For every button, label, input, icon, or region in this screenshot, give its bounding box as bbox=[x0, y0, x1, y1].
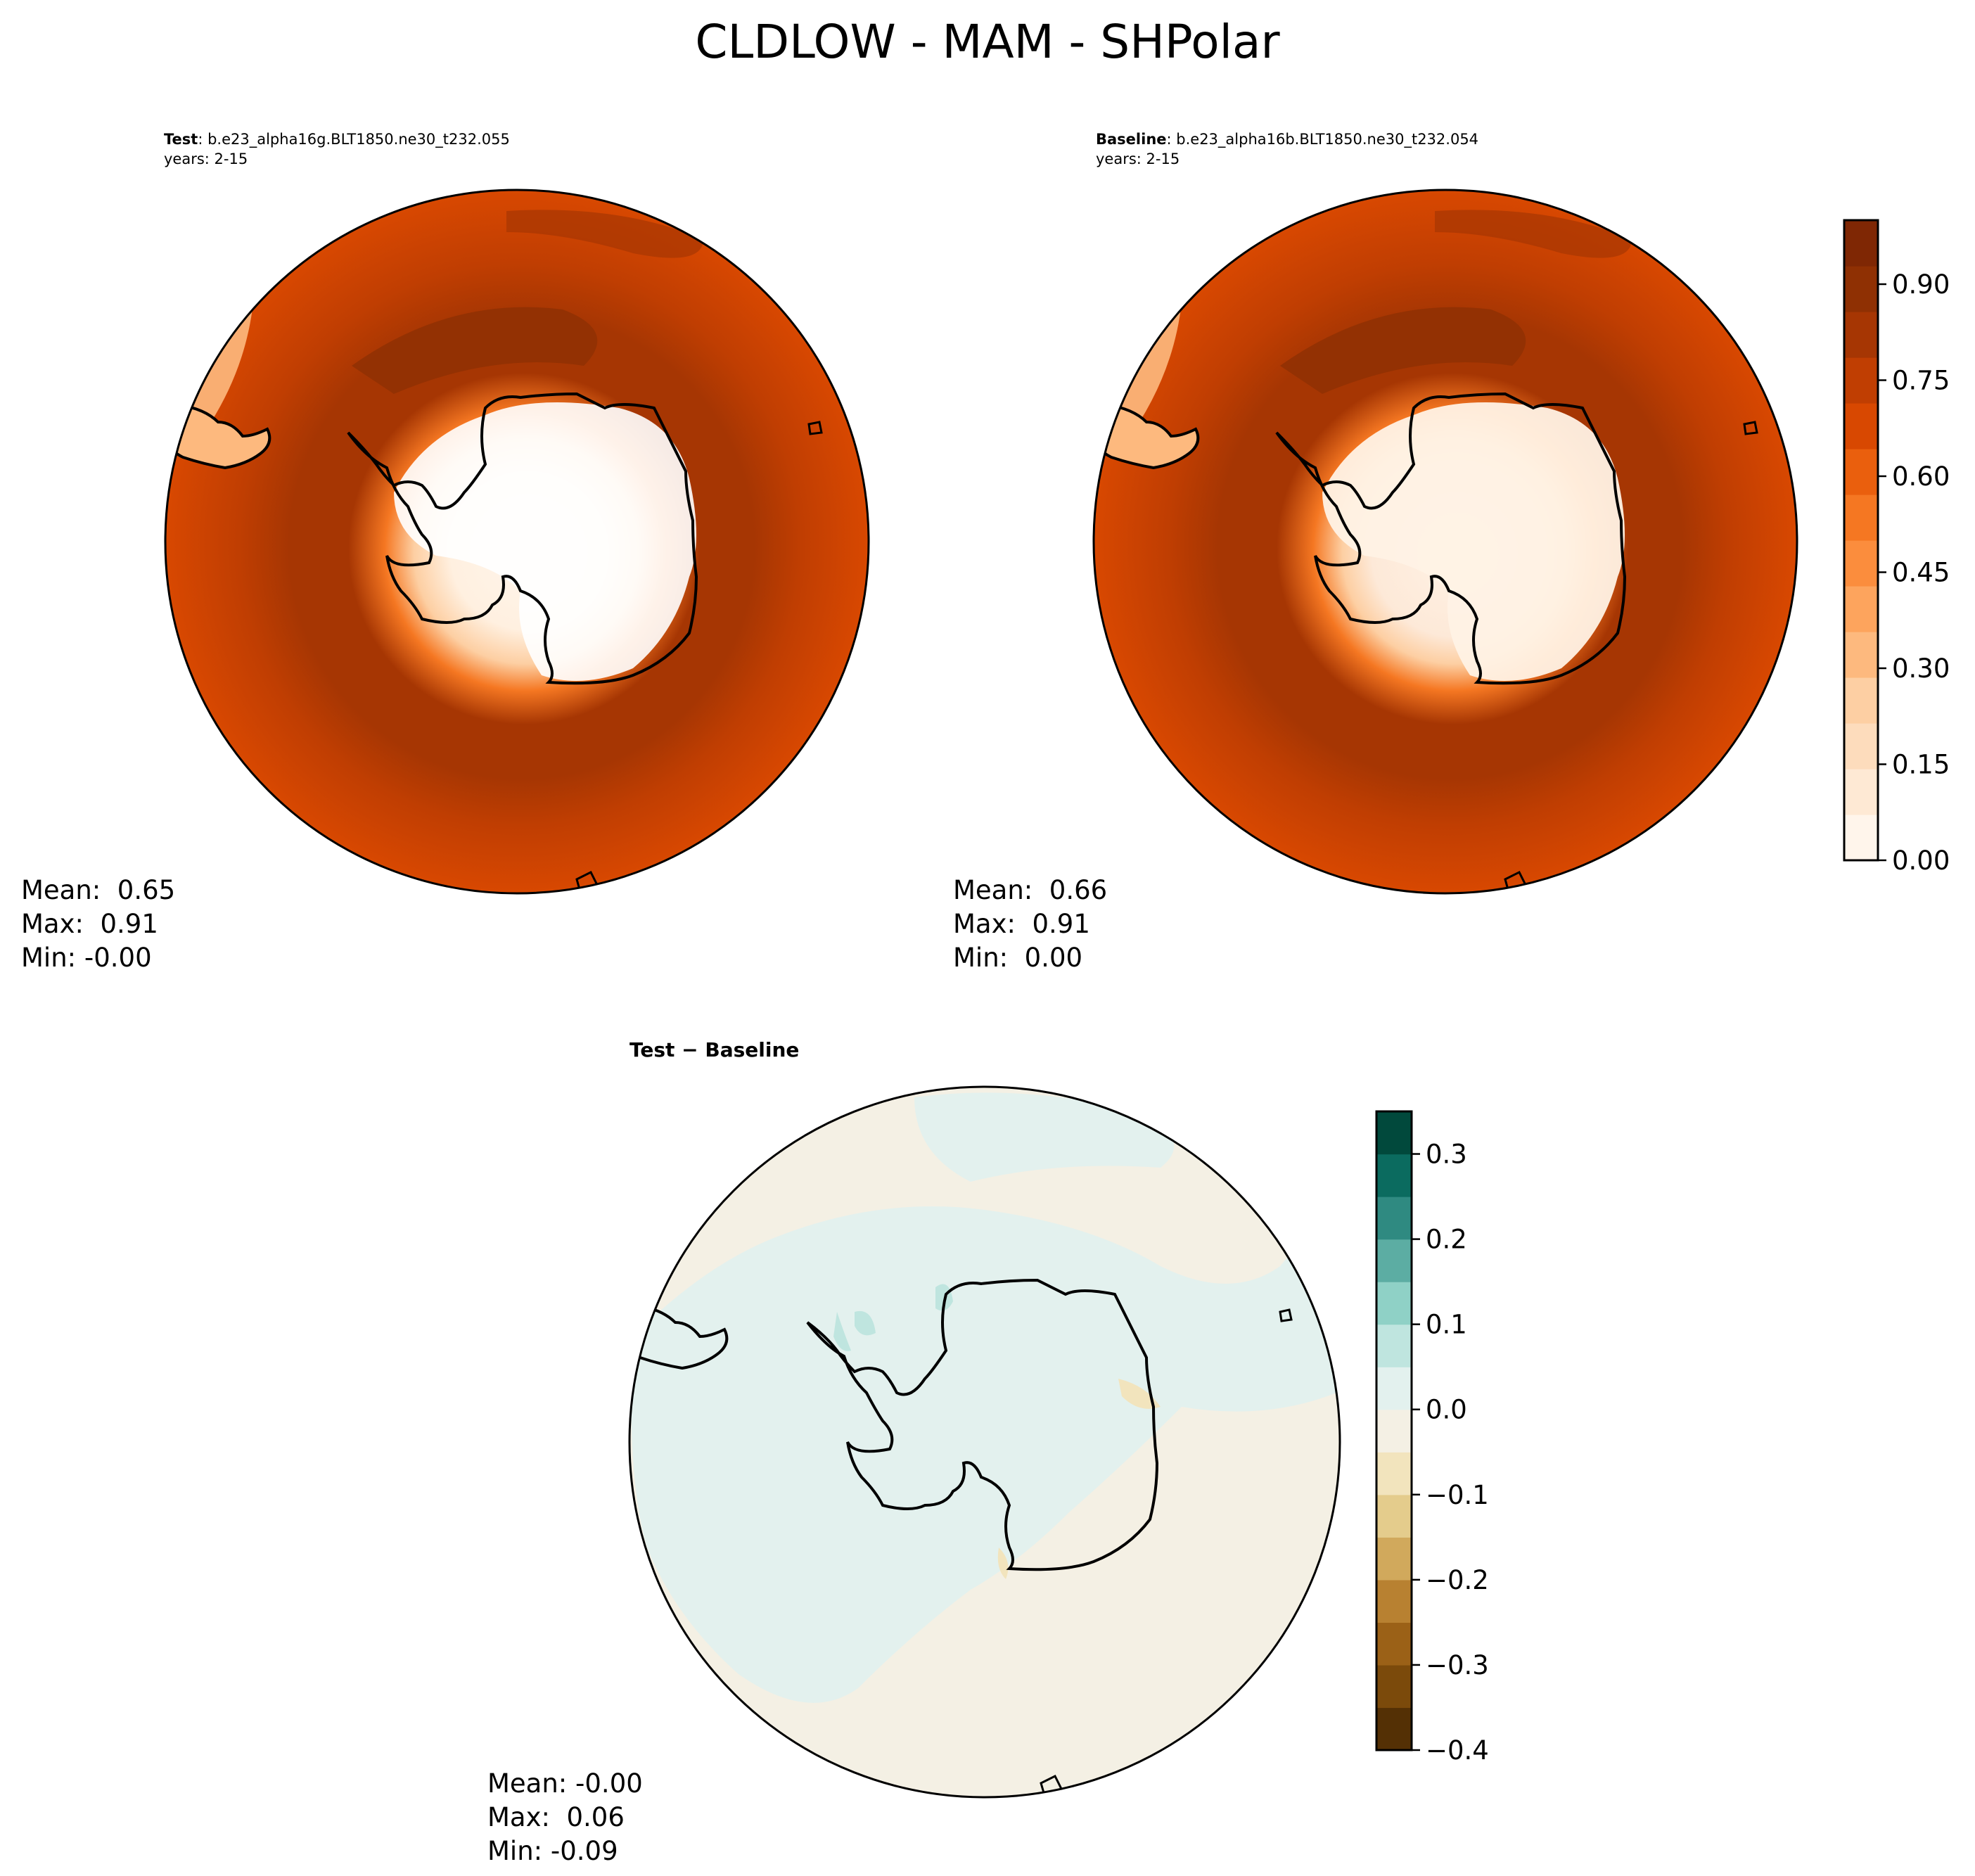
difference-colorbar-segment bbox=[1376, 1111, 1412, 1155]
baseline-title-rest: : b.e23_alpha16b.BLT1850.ne30_t232.054 bbox=[1167, 131, 1479, 148]
difference-colorbar-segment bbox=[1376, 1707, 1412, 1751]
difference-colorbar-tick-label: −0.4 bbox=[1426, 1735, 1489, 1766]
difference-colorbar-tick-label: 0.2 bbox=[1426, 1225, 1467, 1255]
difference-colorbar-segment bbox=[1376, 1579, 1412, 1623]
difference-colorbar-segment bbox=[1376, 1452, 1412, 1495]
baseline-colorbar-segment bbox=[1844, 815, 1878, 861]
baseline-coastline bbox=[1275, 392, 1627, 685]
difference-colorbar-segment bbox=[1376, 1367, 1412, 1410]
baseline-colorbar-segment bbox=[1844, 494, 1878, 541]
baseline-colorbar-segment bbox=[1844, 769, 1878, 815]
difference-colorbar-tick-label: −0.3 bbox=[1426, 1650, 1489, 1680]
baseline-colorbar-tick-label: 0.45 bbox=[1892, 558, 1950, 588]
difference-teal-spot-3 bbox=[855, 1310, 876, 1336]
difference-stat-mean: Mean: -0.00 bbox=[487, 1768, 643, 1799]
baseline-panel-years: years: 2-15 bbox=[1096, 151, 1180, 167]
test-stat-max: Max: 0.91 bbox=[21, 909, 158, 939]
difference-panel: Test − Baseline Mean: -0.00 Max: 0.06 Mi… bbox=[487, 1038, 1489, 1866]
difference-colorbar-tick-label: 0.3 bbox=[1426, 1140, 1467, 1170]
baseline-panel: Baseline: b.e23_alpha16b.BLT1850.ne30_t2… bbox=[953, 131, 1950, 973]
baseline-colorbar: 0.00 0.15 0.30 0.45 0.60 0.75 0.90 bbox=[1843, 219, 1950, 876]
difference-coastline bbox=[806, 1278, 1159, 1571]
baseline-colorbar-tick-label: 0.90 bbox=[1892, 269, 1950, 300]
baseline-colorbar-outline bbox=[1843, 219, 1879, 862]
difference-colorbar-segment bbox=[1376, 1409, 1412, 1453]
test-antarctic-field bbox=[394, 402, 696, 681]
test-island bbox=[807, 421, 823, 435]
difference-colorbar-tick-label: −0.2 bbox=[1426, 1565, 1489, 1595]
test-south-america bbox=[165, 402, 271, 470]
baseline-colorbar-segment bbox=[1844, 677, 1878, 724]
baseline-dark-band-2 bbox=[1435, 210, 1632, 258]
difference-colorbar-tick-label: 0.0 bbox=[1426, 1395, 1467, 1425]
test-dark-band-2 bbox=[506, 210, 703, 258]
difference-tan-spot bbox=[1118, 1379, 1161, 1409]
difference-colorbar-segment bbox=[1376, 1537, 1412, 1581]
baseline-colorbar-tick-label: 0.15 bbox=[1892, 750, 1950, 780]
baseline-colorbar-segment bbox=[1844, 357, 1878, 404]
difference-colorbar-segment bbox=[1376, 1622, 1412, 1666]
baseline-colorbar-tick-label: 0.00 bbox=[1892, 846, 1950, 876]
baseline-map-border bbox=[1092, 189, 1798, 895]
baseline-colorbar-tick-label: 0.75 bbox=[1892, 366, 1950, 396]
baseline-colorbar-segment bbox=[1844, 220, 1878, 267]
difference-colorbar: −0.4 −0.3 −0.2 −0.1 0.0 0.1 0.2 0.3 bbox=[1375, 1110, 1489, 1766]
baseline-colorbar-segment bbox=[1844, 266, 1878, 312]
difference-tan-spot-2 bbox=[997, 1548, 1009, 1579]
difference-teal-spot bbox=[833, 1312, 851, 1351]
test-dark-band bbox=[352, 307, 598, 394]
test-coastline bbox=[347, 392, 698, 685]
difference-island bbox=[1279, 1308, 1293, 1322]
baseline-stat-max: Max: 0.91 bbox=[953, 909, 1090, 939]
difference-colorbar-segment bbox=[1376, 1494, 1412, 1538]
baseline-colorbar-segment bbox=[1844, 540, 1878, 587]
difference-panel-title: Test − Baseline bbox=[629, 1038, 799, 1061]
difference-colorbar-tick-label: −0.1 bbox=[1426, 1480, 1489, 1510]
baseline-stat-mean: Mean: 0.66 bbox=[953, 875, 1107, 905]
baseline-map bbox=[1094, 190, 1797, 893]
test-map-border bbox=[164, 189, 870, 895]
baseline-stat-min: Min: 0.00 bbox=[953, 943, 1082, 973]
baseline-colorbar-tick-label: 0.30 bbox=[1892, 653, 1950, 684]
baseline-title-bold: Baseline bbox=[1096, 131, 1167, 148]
baseline-antarctic-field bbox=[1322, 402, 1625, 681]
difference-positive-region-2 bbox=[914, 1092, 1175, 1182]
test-panel-years: years: 2-15 bbox=[164, 151, 248, 167]
difference-stat-max: Max: 0.06 bbox=[487, 1802, 625, 1832]
test-stat-mean: Mean: 0.65 bbox=[21, 875, 175, 905]
difference-colorbar-tick-label: 0.1 bbox=[1426, 1310, 1467, 1340]
difference-colorbar-segment bbox=[1376, 1324, 1412, 1367]
test-map bbox=[165, 190, 869, 893]
test-title-bold: Test bbox=[164, 131, 198, 148]
difference-colorbar-outline bbox=[1375, 1110, 1413, 1751]
difference-colorbar-segment bbox=[1376, 1664, 1412, 1709]
baseline-colorbar-segment bbox=[1844, 586, 1878, 632]
test-stat-min: Min: -0.00 bbox=[21, 943, 152, 973]
baseline-colorbar-segment bbox=[1844, 723, 1878, 770]
baseline-panel-title: Baseline: b.e23_alpha16b.BLT1850.ne30_t2… bbox=[1096, 131, 1478, 148]
baseline-colorbar-segment bbox=[1844, 449, 1878, 495]
difference-map-border bbox=[628, 1085, 1341, 1799]
test-title-rest: : b.e23_alpha16g.BLT1850.ne30_t232.055 bbox=[198, 131, 510, 148]
difference-colorbar-segment bbox=[1376, 1282, 1412, 1325]
baseline-colorbar-tick-label: 0.60 bbox=[1892, 461, 1950, 492]
baseline-dark-band bbox=[1280, 307, 1526, 394]
baseline-colorbar-segment bbox=[1844, 403, 1878, 449]
test-panel: Test: b.e23_alpha16g.BLT1850.ne30_t232.0… bbox=[21, 131, 870, 973]
difference-stat-min: Min: -0.09 bbox=[487, 1836, 618, 1866]
baseline-colorbar-segment bbox=[1844, 312, 1878, 358]
baseline-colorbar-segment bbox=[1844, 632, 1878, 678]
difference-colorbar-segment bbox=[1376, 1197, 1412, 1240]
difference-colorbar-segment bbox=[1376, 1154, 1412, 1197]
baseline-island bbox=[1743, 421, 1758, 435]
difference-colorbar-segment bbox=[1376, 1239, 1412, 1282]
test-panel-title: Test: b.e23_alpha16g.BLT1850.ne30_t232.0… bbox=[164, 131, 510, 148]
baseline-south-america bbox=[1094, 402, 1200, 470]
figure-suptitle: CLDLOW - MAM - SHPolar bbox=[695, 15, 1280, 69]
